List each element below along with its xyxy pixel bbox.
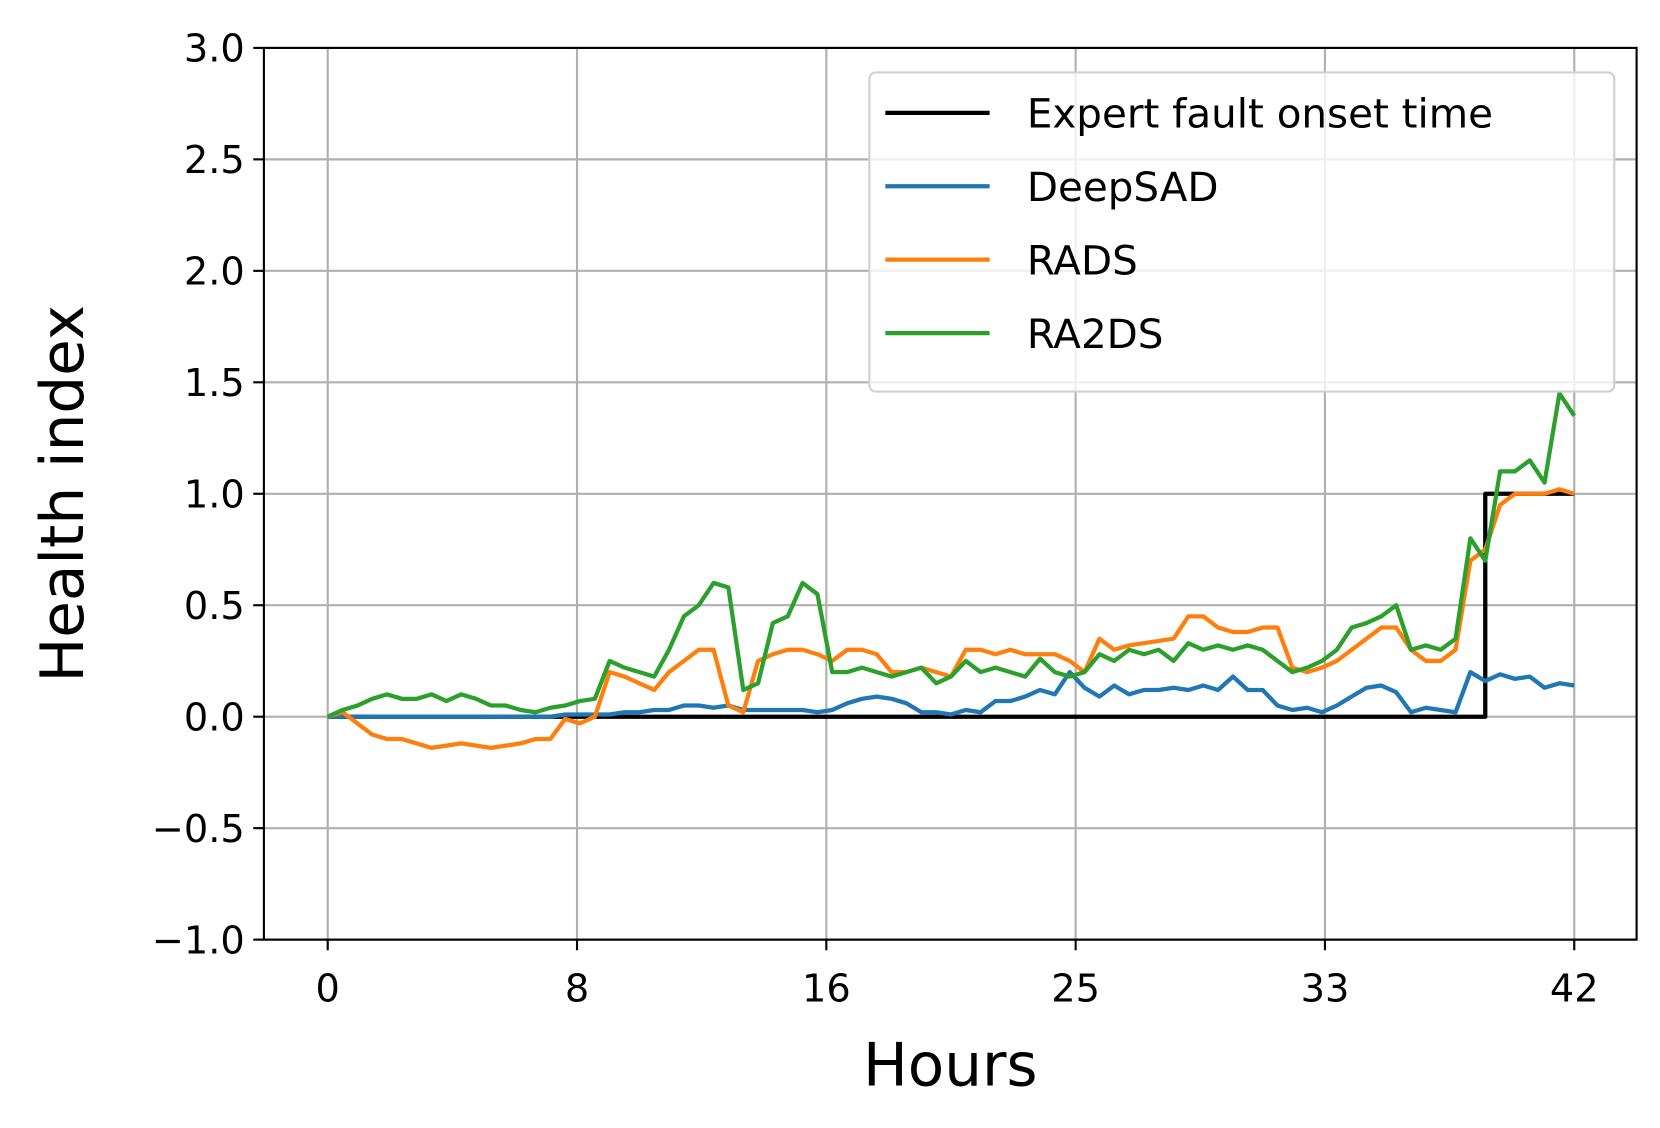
y-tick-label: 1.0 <box>184 473 245 518</box>
x-tick-label: 0 <box>316 966 340 1011</box>
y-tick-label: 0.0 <box>184 696 245 741</box>
legend-label: RADS <box>1027 237 1138 285</box>
y-axis-label: Health index <box>29 305 98 683</box>
y-tick-label: 3.0 <box>184 27 245 72</box>
legend-label: DeepSAD <box>1027 163 1219 211</box>
y-tick-label: −1.0 <box>152 918 245 963</box>
legend-label: RA2DS <box>1027 310 1164 358</box>
series-line <box>326 391 1577 719</box>
y-tick-label: −0.5 <box>152 807 245 852</box>
x-tick-label: 42 <box>1550 966 1599 1011</box>
x-axis-label: Hours <box>863 1031 1038 1100</box>
y-tick-label: 2.5 <box>184 138 245 183</box>
legend-box <box>868 71 1616 393</box>
plot-frame <box>262 46 1638 941</box>
y-tick-label: 0.5 <box>184 584 245 629</box>
x-tick-label: 16 <box>802 966 851 1011</box>
y-tick-label: 1.5 <box>184 361 245 406</box>
x-tick-label: 33 <box>1301 966 1350 1011</box>
x-tick-label: 25 <box>1051 966 1100 1011</box>
y-tick-label: 2.0 <box>184 250 245 295</box>
x-tick-label: 8 <box>565 966 589 1011</box>
legend-label: Expert fault onset time <box>1027 90 1493 138</box>
series-line <box>327 669 1575 719</box>
